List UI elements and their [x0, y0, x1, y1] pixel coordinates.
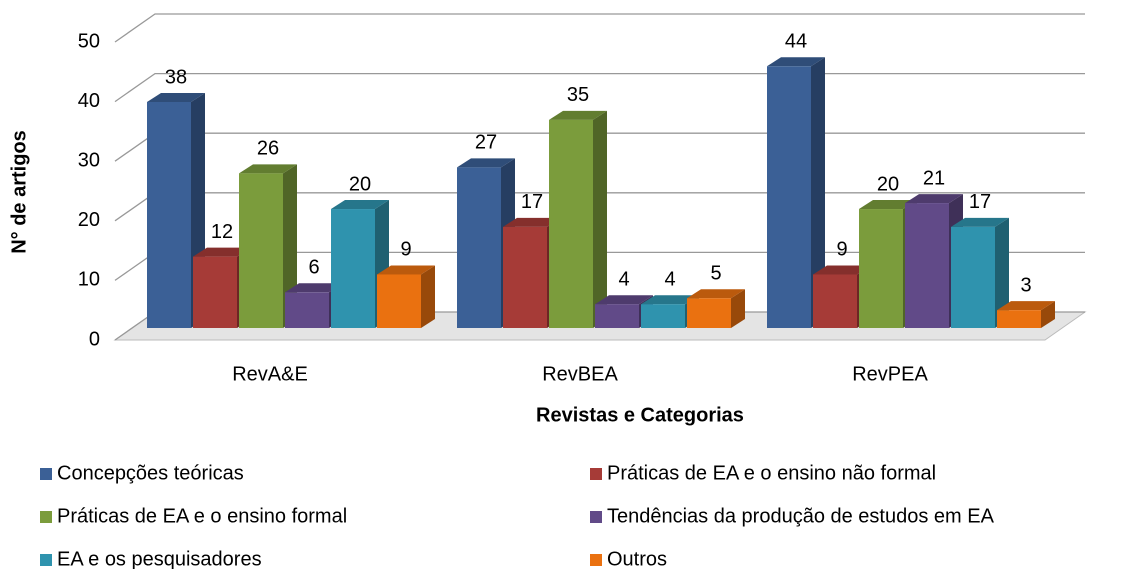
bar-top	[285, 283, 343, 293]
bar-front	[905, 203, 949, 328]
x-tick-label: RevA&E	[232, 363, 308, 385]
bar-top	[239, 164, 297, 174]
value-label: 5	[710, 263, 721, 285]
y-tick-label: 10	[78, 269, 100, 291]
bar	[549, 110, 607, 328]
value-label: 9	[836, 239, 847, 261]
bar-top	[503, 217, 561, 227]
value-label: 20	[877, 173, 899, 195]
bar-top	[147, 92, 205, 102]
bar-top	[331, 200, 389, 210]
y-tick-label: 40	[78, 90, 100, 112]
bar-top	[549, 110, 607, 120]
x-tick-label: RevBEA	[542, 363, 618, 385]
legend-label: Tendências da produção de estudos em EA	[607, 505, 995, 527]
bar	[951, 217, 1009, 328]
value-label: 6	[308, 257, 319, 279]
bar-side	[1041, 301, 1055, 328]
legend-swatch	[590, 554, 602, 566]
bar-front	[767, 66, 811, 328]
value-label: 4	[618, 268, 629, 290]
bar-front	[147, 101, 191, 328]
x-axis-label: Revistas e Categorias	[536, 404, 744, 426]
legend-swatch	[40, 468, 52, 480]
bar-front	[951, 226, 995, 328]
value-label: 12	[211, 221, 233, 243]
legend-label: Outros	[607, 548, 667, 569]
grid-line	[114, 72, 1085, 103]
grid-line	[114, 13, 1085, 43]
bar-front	[239, 173, 283, 328]
bar-top	[687, 289, 745, 299]
value-label: 21	[923, 167, 945, 189]
bar	[377, 265, 435, 328]
bar	[767, 57, 825, 328]
value-label: 35	[567, 84, 589, 106]
bar-top	[193, 247, 251, 257]
bar-side	[421, 265, 435, 328]
bar-top	[951, 217, 1009, 227]
bar-top	[377, 265, 435, 275]
bar	[147, 92, 205, 328]
bar-side	[593, 110, 607, 328]
bar-top	[641, 295, 699, 305]
legend-swatch	[590, 511, 602, 523]
bar-front	[331, 209, 375, 328]
value-label: 17	[969, 191, 991, 213]
bar-front	[813, 274, 857, 328]
value-label: 9	[400, 239, 411, 261]
value-label: 44	[785, 31, 807, 53]
bar-front	[377, 274, 421, 328]
value-label: 26	[257, 138, 279, 160]
value-label: 17	[521, 191, 543, 213]
bar-front	[687, 298, 731, 328]
bar-top	[859, 200, 917, 210]
y-tick-label: 0	[89, 328, 100, 350]
bar-side	[995, 217, 1009, 328]
legend-swatch	[590, 468, 602, 480]
legend-swatch	[40, 511, 52, 523]
bar-top	[767, 57, 825, 67]
legend-label: Práticas de EA e o ensino formal	[57, 505, 347, 527]
bar-top	[595, 295, 653, 305]
bar-top	[997, 301, 1055, 311]
bar-front	[285, 292, 329, 328]
bar-front	[595, 304, 639, 328]
value-label: 27	[475, 132, 497, 154]
y-tick-label: 50	[78, 30, 100, 52]
bar-front	[193, 256, 237, 328]
legend-label: Concepções teóricas	[57, 462, 244, 484]
bar	[997, 301, 1055, 328]
value-label: 38	[165, 66, 187, 88]
legend-label: EA e os pesquisadores	[57, 548, 262, 569]
legend-swatch	[40, 554, 52, 566]
value-label: 4	[664, 268, 675, 290]
y-axis-label: N° de artigos	[8, 130, 30, 254]
legend-label: Práticas de EA e o ensino não formal	[607, 462, 936, 484]
bar-front	[997, 310, 1041, 328]
y-tick-label: 30	[78, 149, 100, 171]
bar-front	[503, 226, 547, 328]
bar-front	[859, 209, 903, 328]
bar-front	[457, 167, 501, 328]
bar-front	[549, 119, 593, 328]
bar-top	[813, 265, 871, 275]
bar-top	[905, 194, 963, 204]
value-label: 20	[349, 173, 371, 195]
bar	[687, 289, 745, 328]
bar-side	[731, 289, 745, 328]
bar-top	[457, 158, 515, 168]
value-label: 3	[1020, 274, 1031, 296]
bar	[239, 164, 297, 328]
bar-front	[641, 304, 685, 328]
y-tick-label: 20	[78, 209, 100, 231]
bar-side	[811, 57, 825, 328]
x-tick-label: RevPEA	[852, 363, 928, 385]
